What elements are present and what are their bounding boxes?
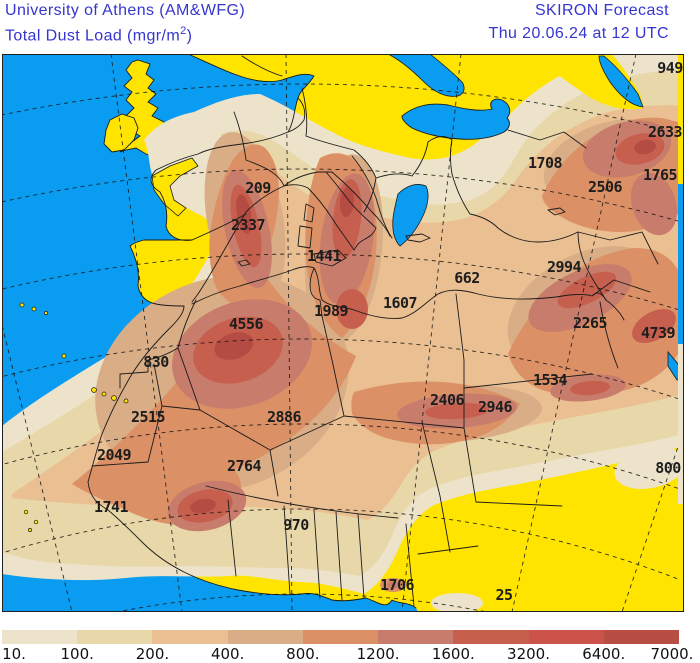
dust-patch-cream-se bbox=[614, 447, 684, 489]
colorbar-tick: 1600. bbox=[431, 645, 475, 663]
coastlines-and-borders bbox=[87, 54, 659, 609]
dust-level-7 bbox=[557, 271, 617, 309]
colorbar-tick: 100. bbox=[60, 645, 94, 663]
colorbar-tick: 3200. bbox=[507, 645, 551, 663]
aegean-sea bbox=[392, 184, 429, 247]
header: University of Athens (AM&WFG) Total Dust… bbox=[0, 0, 700, 52]
dust-level-7 bbox=[332, 179, 362, 259]
colorbar-segment bbox=[227, 630, 303, 644]
atlantic-islands bbox=[19, 302, 129, 532]
dust-level-7 bbox=[570, 380, 610, 396]
colorbar-tick: 800. bbox=[286, 645, 320, 663]
colorbar-tick: 6400. bbox=[582, 645, 626, 663]
superscript-2: 2 bbox=[180, 25, 187, 37]
map-edge-strip bbox=[678, 54, 684, 612]
ireland bbox=[103, 113, 139, 153]
brittany-land bbox=[151, 157, 199, 217]
dust-level-7 bbox=[632, 308, 676, 344]
colorbar-segment bbox=[77, 630, 153, 644]
colorbar-segment bbox=[528, 630, 604, 644]
colorbar-tick: 200. bbox=[135, 645, 170, 663]
baltic-sea bbox=[387, 54, 465, 97]
forecast-valid-time: Thu 20.06.24 at 12 UTC bbox=[488, 25, 669, 42]
variable-title: Total Dust Load (mgr/m2) bbox=[5, 25, 193, 45]
dust-patch-cream-s bbox=[431, 593, 483, 612]
lat-lon-grid bbox=[2, 54, 684, 612]
dust-level-5 bbox=[508, 248, 678, 396]
dust-spot-1706-core bbox=[387, 581, 399, 589]
dust-forecast-map bbox=[2, 54, 684, 612]
colorbar-segment bbox=[378, 630, 454, 644]
colorbar-tick: 1200. bbox=[356, 645, 400, 663]
model-title: SKIRON Forecast bbox=[534, 2, 669, 19]
dust-level-8 bbox=[339, 187, 355, 217]
colorbar-tick: 7000. bbox=[650, 645, 694, 663]
colorbar-segment bbox=[302, 630, 379, 644]
dust-level-8 bbox=[634, 139, 656, 155]
org-title: University of Athens (AM&WFG) bbox=[5, 2, 246, 19]
dust-level-8 bbox=[190, 498, 216, 514]
colorbar-segments bbox=[2, 630, 679, 644]
colorbar-tick: 10. bbox=[2, 645, 26, 663]
caspian-sea bbox=[598, 55, 644, 108]
dust-level-8 bbox=[214, 332, 254, 360]
colorbar-segment bbox=[453, 630, 529, 644]
black-sea bbox=[401, 98, 511, 140]
colorbar-ticks: 10. 100. 200. 400. 800. 1200. 1600. 3200. 6400. 7… bbox=[0, 645, 700, 663]
colorbar-tick: 400. bbox=[210, 645, 245, 663]
atlantic-ocean bbox=[2, 54, 418, 612]
dust-level-6 bbox=[630, 172, 678, 236]
map-frame bbox=[2, 54, 684, 612]
colorbar-segment bbox=[603, 630, 679, 644]
dust-level-7 bbox=[425, 402, 489, 420]
colorbar-segment bbox=[152, 630, 228, 644]
colorbar-segment bbox=[2, 630, 78, 644]
dust-level-8 bbox=[236, 194, 252, 234]
